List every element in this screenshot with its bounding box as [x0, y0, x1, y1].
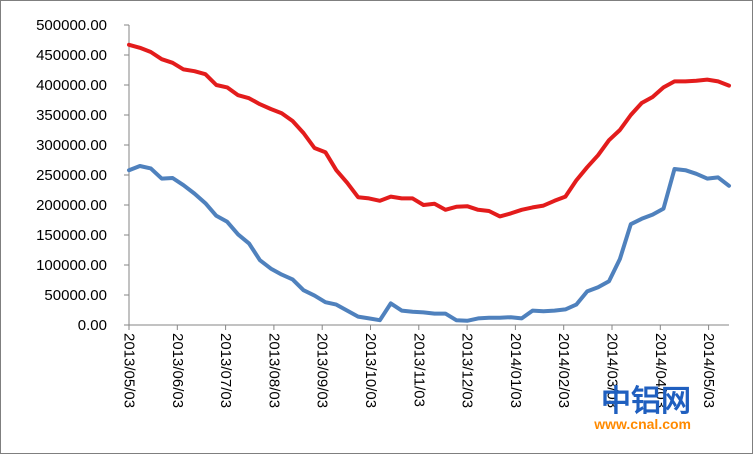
series-line-red	[127, 42, 731, 219]
x-tick-label: 2013/10/03	[362, 333, 379, 408]
y-axis-ticks: 0.00 50000.00 100000.00 150000.00 200000.00 2…	[36, 17, 129, 334]
series-line-blue	[127, 164, 731, 323]
y-tick-label: 250000.00	[36, 167, 107, 184]
x-tick-label: 2013/12/03	[459, 333, 476, 408]
series-lines	[127, 42, 731, 323]
x-tick-label: 2013/06/03	[169, 333, 186, 408]
x-axis-ticks: 2013/05/03 2013/06/03 2013/07/03 2013/08/03…	[121, 325, 717, 408]
y-tick-label: 200000.00	[36, 197, 107, 214]
x-tick-label: 2013/08/03	[265, 333, 282, 408]
x-tick-label: 2013/11/03	[410, 333, 427, 407]
x-tick-label: 2014/05/03	[700, 333, 717, 408]
y-tick-label: 50000.00	[44, 287, 107, 304]
watermark-logo-text: 中铝网	[601, 384, 691, 419]
x-tick-label: 2013/05/03	[121, 333, 138, 408]
y-tick-label: 350000.00	[36, 107, 107, 124]
y-tick-label: 500000.00	[36, 17, 107, 34]
x-tick-label: 2013/09/03	[314, 333, 331, 408]
x-tick-label: 2014/03/03	[604, 333, 621, 408]
y-tick-label: 0.00	[78, 317, 107, 334]
y-tick-label: 150000.00	[36, 227, 107, 244]
watermark: 中铝网 www.cnal.com	[593, 384, 691, 432]
chart-axes	[128, 25, 729, 326]
x-tick-label: 2013/07/03	[217, 333, 234, 408]
x-tick-label: 2014/02/03	[555, 333, 572, 408]
y-tick-label: 100000.00	[36, 257, 107, 274]
y-tick-label: 400000.00	[36, 77, 107, 94]
y-tick-label: 300000.00	[36, 137, 107, 154]
watermark-url: www.cnal.com	[593, 416, 691, 432]
x-tick-label: 2014/01/03	[507, 333, 524, 408]
y-tick-label: 450000.00	[36, 47, 107, 64]
x-tick-label: 2014/04/03	[652, 333, 669, 408]
